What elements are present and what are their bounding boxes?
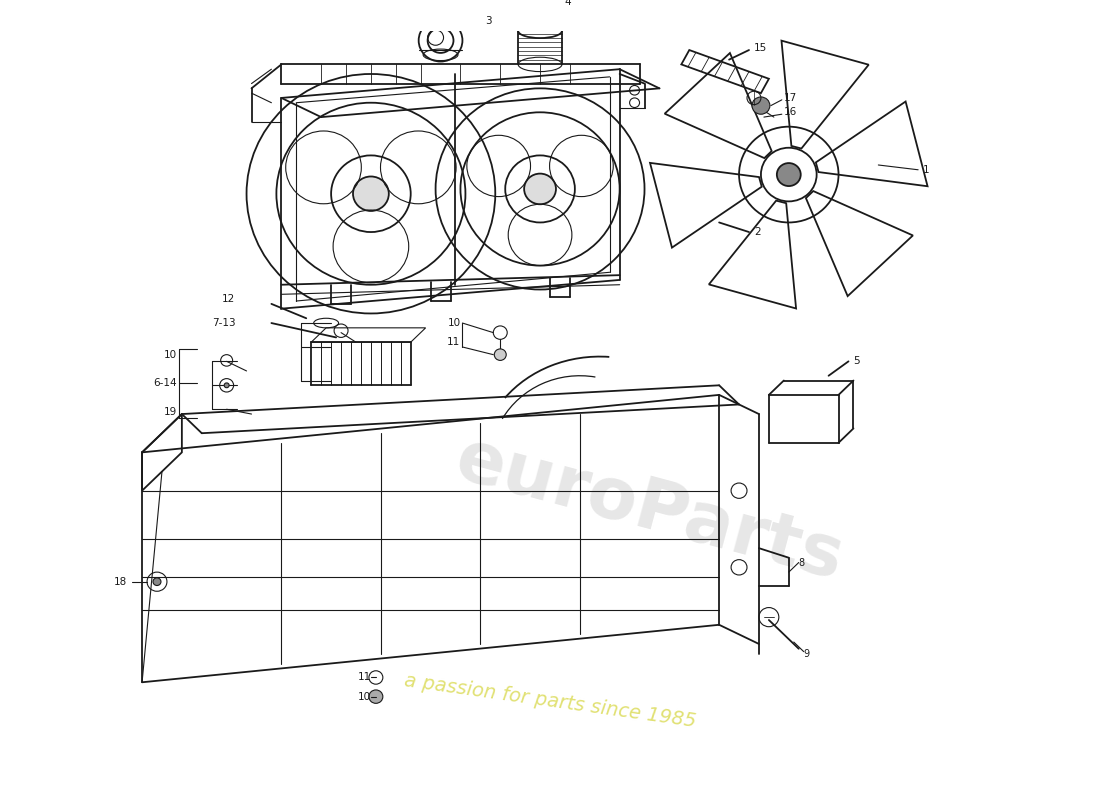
Text: 15: 15 (754, 43, 767, 53)
Text: 2: 2 (754, 227, 760, 237)
Circle shape (777, 163, 801, 186)
Text: 8: 8 (799, 558, 805, 567)
Circle shape (353, 177, 388, 211)
Text: 5: 5 (854, 356, 860, 366)
Text: 9: 9 (804, 649, 810, 658)
Text: 16: 16 (784, 107, 798, 118)
Text: 11: 11 (358, 673, 371, 682)
Text: 7-13: 7-13 (211, 318, 235, 328)
Text: 10: 10 (358, 692, 371, 702)
Text: euroParts: euroParts (448, 425, 851, 594)
Text: 11: 11 (448, 338, 461, 347)
Text: 19: 19 (164, 407, 177, 417)
Text: 3: 3 (485, 16, 492, 26)
Text: 10: 10 (164, 350, 177, 360)
Circle shape (524, 174, 556, 204)
Circle shape (153, 578, 161, 586)
Circle shape (224, 383, 229, 388)
Text: 1: 1 (923, 165, 930, 174)
Text: 18: 18 (114, 577, 128, 586)
Text: 10: 10 (448, 318, 461, 328)
Text: 6-14: 6-14 (153, 378, 177, 388)
Circle shape (368, 690, 383, 703)
Circle shape (494, 349, 506, 361)
Text: a passion for parts since 1985: a passion for parts since 1985 (403, 671, 697, 731)
Text: 4: 4 (565, 0, 572, 7)
Text: 17: 17 (784, 93, 798, 103)
Circle shape (752, 97, 770, 114)
Text: 12: 12 (222, 294, 235, 304)
